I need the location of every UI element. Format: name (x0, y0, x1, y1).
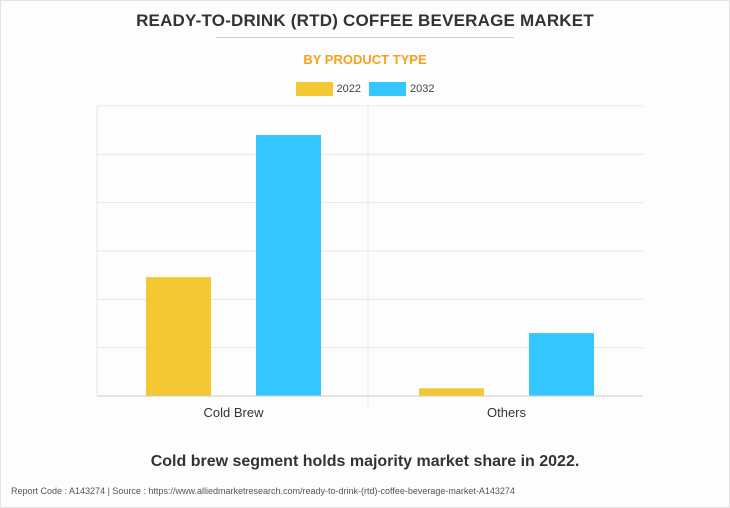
legend-label-2032: 2032 (410, 83, 435, 95)
bar-others-2032 (529, 333, 594, 396)
chart-subtitle: BY PRODUCT TYPE (303, 52, 427, 67)
legend-swatch-2032 (369, 82, 406, 96)
chart-title: READY-TO-DRINK (RTD) COFFEE BEVERAGE MAR… (136, 11, 594, 30)
bar-others-2022 (419, 388, 484, 396)
chart-legend: 2022 2032 (0, 82, 730, 96)
title-divider (216, 37, 514, 38)
bar-cold-brew-2032 (256, 135, 321, 396)
chart-caption: Cold brew segment holds majority market … (150, 453, 580, 470)
legend-label-2022: 2022 (336, 83, 361, 95)
legend-item-2032: 2032 (369, 82, 434, 96)
x-tick-label-others: Others (487, 405, 527, 420)
bar-cold-brew-2022 (146, 277, 211, 396)
legend-item-2022: 2022 (295, 82, 361, 96)
report-source-line: Report Code : A143274 | Source : https:/… (11, 486, 515, 496)
legend-swatch-2022 (295, 82, 333, 96)
x-tick-label-cold-brew: Cold Brew (204, 405, 265, 420)
